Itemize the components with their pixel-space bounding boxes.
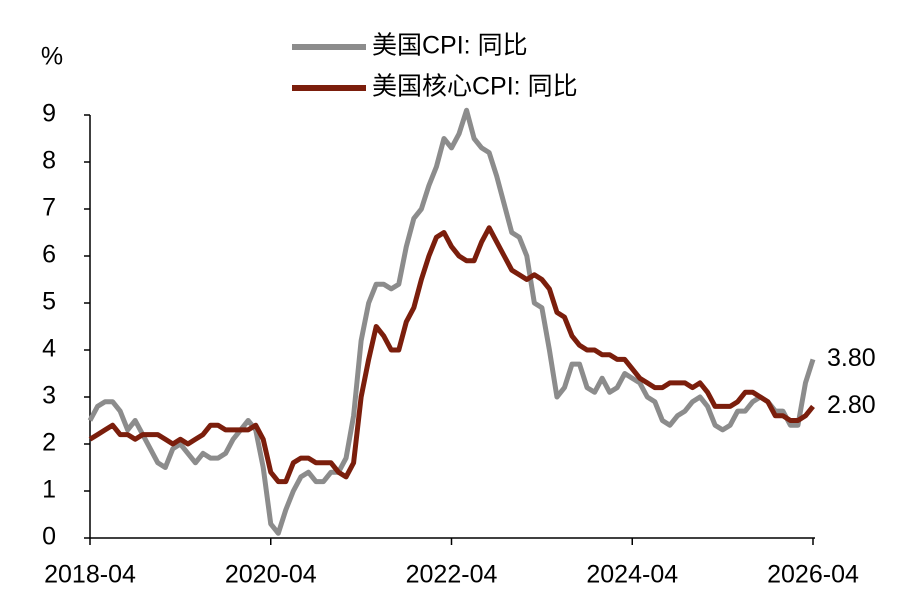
- y-axis-label: %: [41, 43, 63, 71]
- value-label: 2.80: [827, 391, 876, 419]
- x-tick-label: 2018-04: [44, 561, 136, 589]
- x-tick-label: 2022-04: [406, 561, 498, 589]
- legend-label: 美国核心CPI: 同比: [372, 73, 578, 101]
- y-tick-label: 2: [42, 429, 56, 457]
- y-tick-label: 8: [42, 147, 56, 175]
- y-tick-label: 6: [42, 241, 56, 269]
- y-tick-label: 1: [42, 476, 56, 504]
- y-tick-label: 0: [42, 523, 56, 551]
- y-tick-label: 3: [42, 382, 56, 410]
- y-tick-label: 4: [42, 335, 56, 363]
- x-tick-label: 2024-04: [586, 561, 678, 589]
- x-tick-label: 2020-04: [225, 561, 317, 589]
- series-line: [88, 225, 815, 485]
- y-tick-label: 7: [42, 194, 56, 222]
- x-tick-label: 2026-04: [767, 561, 859, 589]
- legend-label: 美国CPI: 同比: [372, 32, 528, 60]
- value-label: 3.80: [827, 344, 876, 372]
- y-tick-label: 5: [42, 288, 56, 316]
- series-line: [87, 107, 816, 536]
- y-tick-label: 9: [42, 100, 56, 128]
